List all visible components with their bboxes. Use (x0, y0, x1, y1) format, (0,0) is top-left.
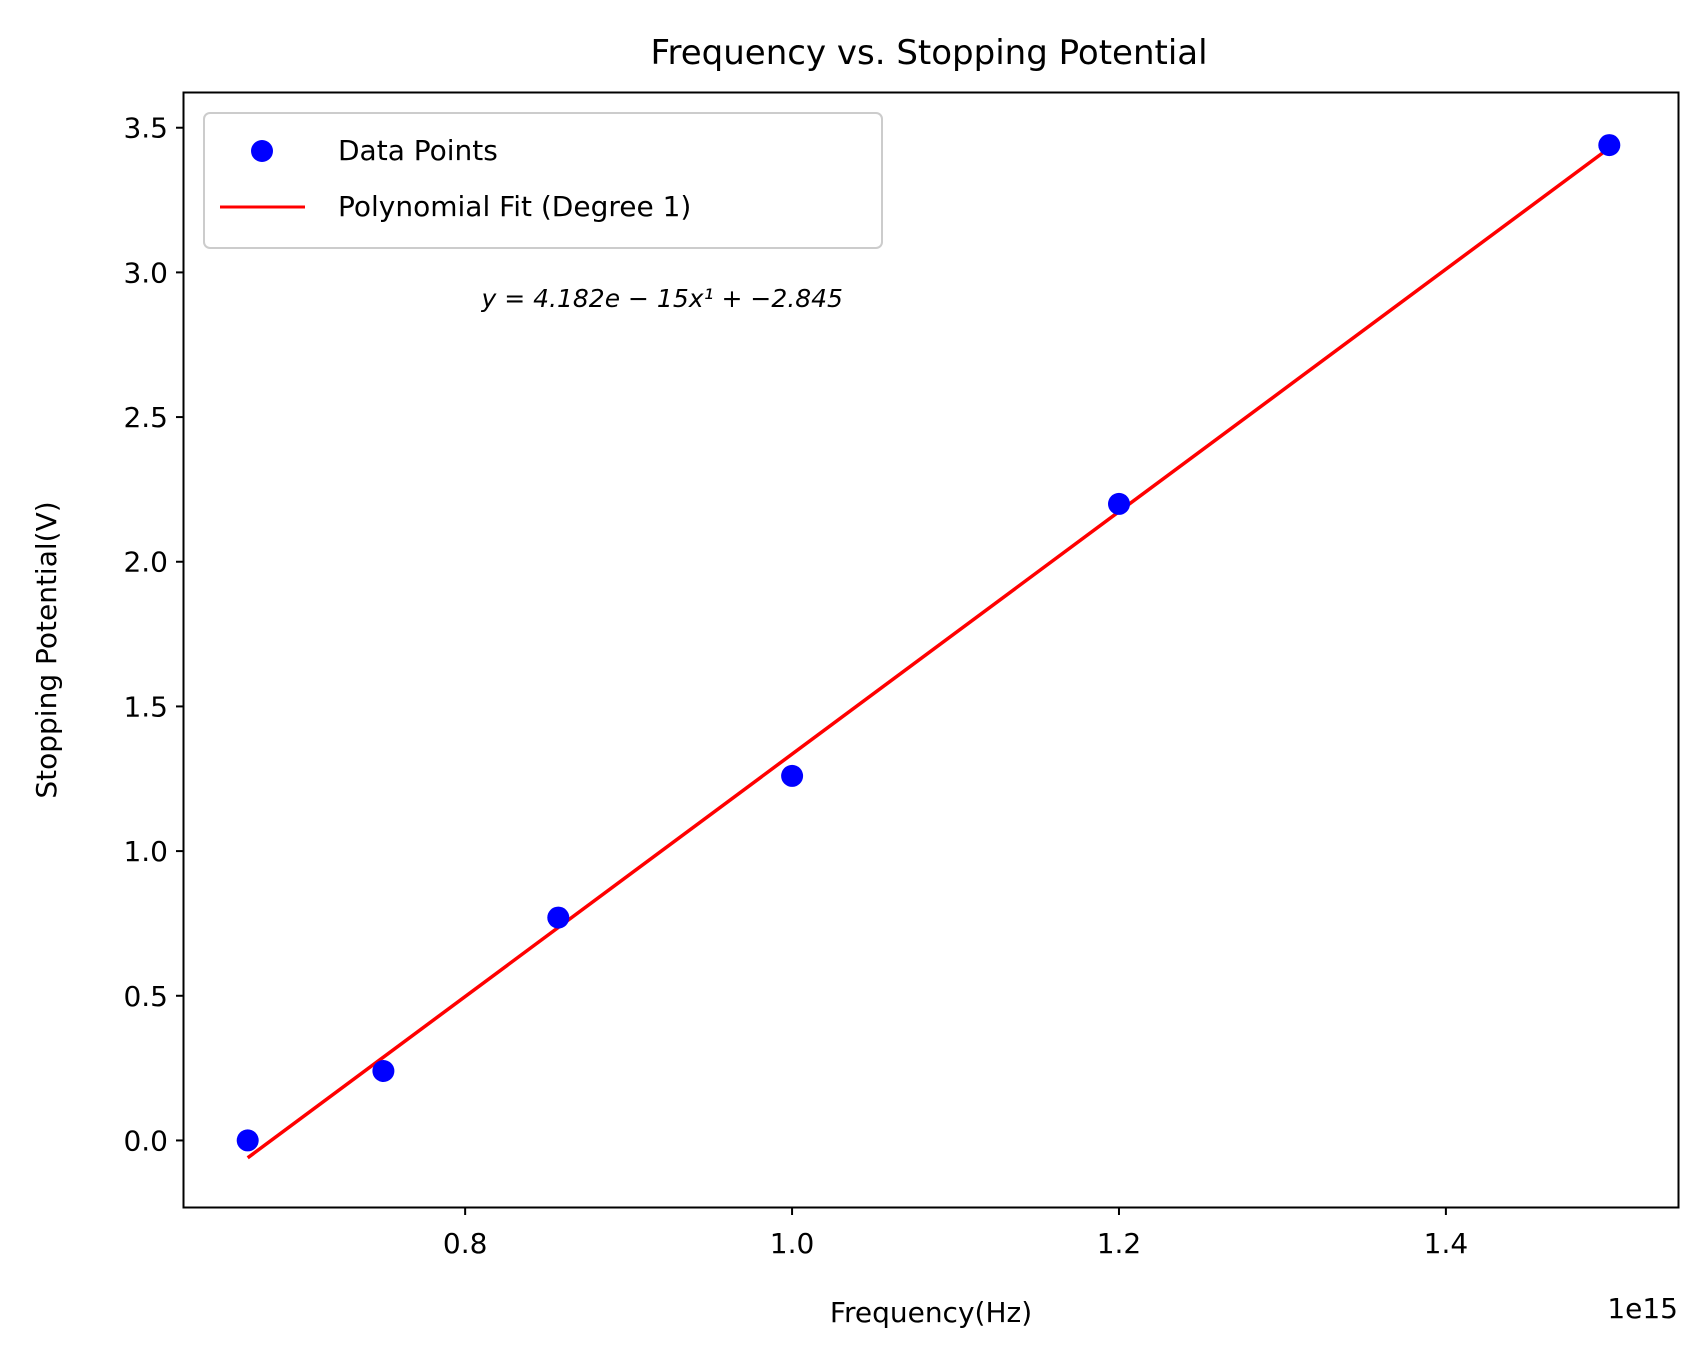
y-tick-label: 3.5 (123, 112, 168, 145)
y-tick-label: 0.5 (123, 980, 168, 1013)
plot-frame (182, 91, 1680, 1209)
y-tick-label: 2.5 (123, 401, 168, 434)
legend-box (203, 112, 883, 249)
y-tick-label: 1.0 (123, 835, 168, 868)
data-point (547, 906, 570, 929)
y-axis-label: Stopping Potential(V) (30, 501, 63, 798)
x-axis: 0.8 1.0 1.2 1.4 (443, 1207, 1468, 1260)
fit-line (246, 146, 1611, 1160)
data-point (1598, 134, 1621, 157)
y-tick-label: 0.0 (123, 1124, 168, 1157)
y-tick-label: 1.5 (123, 690, 168, 723)
plot-area (236, 134, 1621, 1160)
x-tick-label: 0.8 (443, 1227, 488, 1260)
x-tick-label: 1.2 (1097, 1227, 1142, 1260)
data-point (236, 1129, 259, 1152)
x-axis-offset-label: 1e15 (1607, 1292, 1678, 1325)
data-point (1108, 492, 1130, 515)
x-axis-label: Frequency(Hz) (830, 1296, 1032, 1329)
y-tick-label: 2.0 (123, 546, 168, 579)
y-tick-label: 3.0 (123, 256, 168, 289)
data-point (372, 1060, 395, 1082)
legend-marker-data-points (251, 140, 273, 162)
legend-label-fit-line: Polynomial Fit (Degree 1) (338, 190, 691, 223)
legend-label-data-points: Data Points (338, 134, 498, 167)
x-tick-label: 1.0 (770, 1227, 815, 1260)
y-axis: 0.0 0.5 1.0 1.5 2.0 2.5 3.0 3.5 (123, 112, 184, 1157)
fit-equation-annotation: y = 4.182e − 15x¹ + −2.845 (481, 284, 843, 313)
x-tick-label: 1.4 (1424, 1227, 1469, 1260)
data-point (781, 764, 804, 787)
chart-title: Frequency vs. Stopping Potential (650, 33, 1207, 73)
legend: Data Points Polynomial Fit (Degree 1) (203, 112, 883, 249)
